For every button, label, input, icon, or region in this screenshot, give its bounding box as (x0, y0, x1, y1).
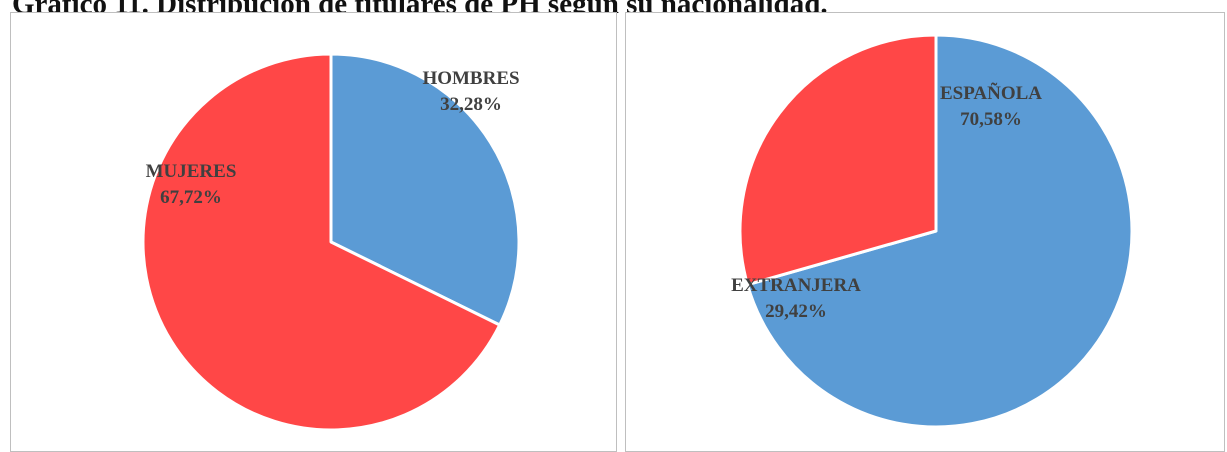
pie-slice-espanola (746, 33, 1134, 429)
pie-slice-extranjera (738, 33, 938, 287)
slice-value-espanola: 70,58% (960, 109, 1022, 130)
slice-label-espanola: ESPAÑOLA (940, 82, 1042, 104)
chart-panel-nationality: ESPAÑOLA 70,58% EXTRANJERA 29,42% (625, 12, 1225, 452)
slice-value-mujeres: 67,72% (160, 187, 222, 208)
slice-label-extranjera: EXTRANJERA (731, 275, 861, 296)
slice-value-hombres: 32,28% (440, 94, 502, 115)
slice-label-hombres: HOMBRES (422, 68, 519, 89)
slice-value-extranjera: 29,42% (765, 301, 827, 322)
slice-label-mujeres: MUJERES (146, 161, 237, 182)
chart-panel-sex: HOMBRES 32,28% MUJERES 67,72% (10, 12, 617, 452)
pie-slice-mujeres (141, 52, 502, 432)
pie-slice-hombres (329, 52, 521, 327)
pie-chart-nationality: ESPAÑOLA 70,58% EXTRANJERA 29,42% (731, 33, 1134, 429)
pie-chart-sex: HOMBRES 32,28% MUJERES 67,72% (141, 52, 521, 432)
